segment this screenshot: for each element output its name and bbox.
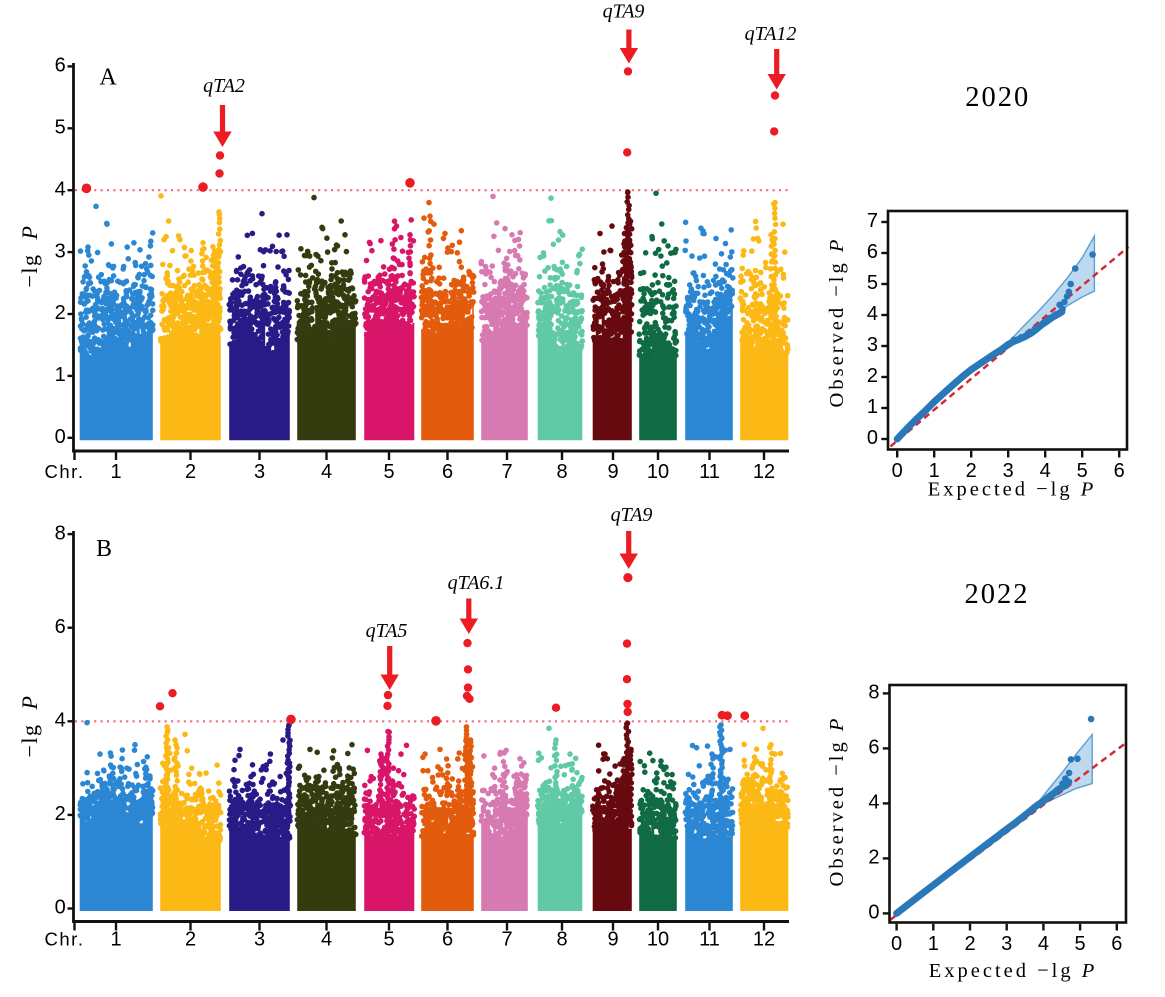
svg-text:2: 2 [185, 929, 196, 951]
svg-text:3: 3 [254, 461, 265, 483]
svg-text:3: 3 [55, 240, 66, 262]
svg-text:3: 3 [1003, 460, 1014, 482]
svg-text:12: 12 [753, 461, 775, 483]
svg-text:Expected −lg P: Expected −lg P [928, 479, 1097, 501]
svg-text:3: 3 [867, 334, 878, 356]
svg-text:6: 6 [868, 737, 879, 759]
svg-text:5: 5 [383, 929, 394, 951]
svg-text:1: 1 [929, 460, 940, 482]
svg-text:8: 8 [868, 682, 879, 704]
svg-text:11: 11 [699, 461, 720, 483]
svg-text:0: 0 [892, 460, 903, 482]
svg-text:0: 0 [867, 427, 878, 449]
svg-text:0: 0 [55, 897, 66, 919]
svg-text:qTA9: qTA9 [603, 1, 645, 23]
svg-text:1: 1 [55, 364, 66, 386]
svg-text:Chr.: Chr. [45, 929, 85, 950]
svg-text:6: 6 [55, 55, 66, 77]
svg-text:2: 2 [964, 933, 975, 955]
svg-text:2: 2 [966, 460, 977, 482]
svg-text:8: 8 [55, 522, 66, 544]
svg-text:9: 9 [607, 929, 618, 951]
svg-text:3: 3 [1001, 933, 1012, 955]
svg-text:4: 4 [55, 710, 66, 732]
svg-text:1: 1 [110, 461, 121, 483]
svg-text:12: 12 [753, 929, 775, 951]
svg-text:−lg P: −lg P [17, 695, 42, 758]
svg-text:8: 8 [556, 929, 567, 951]
svg-text:4: 4 [55, 178, 66, 200]
svg-text:6: 6 [1111, 933, 1122, 955]
svg-text:−lg P: −lg P [17, 225, 42, 288]
svg-text:5: 5 [1075, 933, 1086, 955]
svg-text:4: 4 [867, 303, 878, 325]
svg-text:Observed −lg P: Observed −lg P [826, 716, 848, 887]
svg-text:2: 2 [185, 461, 196, 483]
svg-text:2: 2 [55, 302, 66, 324]
svg-text:1: 1 [110, 929, 121, 951]
svg-text:Observed −lg P: Observed −lg P [826, 237, 848, 408]
svg-text:qTA2: qTA2 [203, 75, 245, 97]
svg-text:2: 2 [868, 847, 879, 869]
svg-text:qTA6.1: qTA6.1 [448, 572, 505, 594]
svg-text:7: 7 [501, 461, 512, 483]
svg-text:4: 4 [1040, 460, 1051, 482]
svg-text:10: 10 [647, 929, 669, 951]
svg-text:6: 6 [867, 241, 878, 263]
svg-text:B: B [96, 536, 112, 562]
svg-text:2020: 2020 [965, 82, 1030, 113]
svg-text:4: 4 [321, 929, 332, 951]
svg-text:3: 3 [254, 929, 265, 951]
svg-text:8: 8 [556, 461, 567, 483]
svg-text:A: A [99, 65, 117, 91]
svg-text:Chr.: Chr. [45, 461, 85, 482]
svg-text:5: 5 [867, 272, 878, 294]
svg-text:6: 6 [442, 929, 453, 951]
svg-text:1: 1 [928, 933, 939, 955]
svg-text:11: 11 [699, 929, 720, 951]
svg-text:0: 0 [891, 933, 902, 955]
svg-text:Expected −lg P: Expected −lg P [929, 960, 1098, 982]
svg-text:0: 0 [55, 426, 66, 448]
svg-text:2: 2 [867, 365, 878, 387]
svg-text:10: 10 [647, 461, 669, 483]
svg-text:1: 1 [867, 396, 878, 418]
svg-text:7: 7 [501, 929, 512, 951]
svg-text:7: 7 [867, 210, 878, 232]
svg-text:5: 5 [55, 117, 66, 139]
svg-text:4: 4 [321, 461, 332, 483]
svg-text:6: 6 [1114, 460, 1125, 482]
svg-text:6: 6 [55, 616, 66, 638]
svg-text:5: 5 [1077, 460, 1088, 482]
svg-text:0: 0 [868, 902, 879, 924]
svg-text:4: 4 [1038, 933, 1049, 955]
svg-text:2022: 2022 [965, 579, 1030, 610]
svg-text:9: 9 [607, 461, 618, 483]
svg-text:5: 5 [383, 461, 394, 483]
svg-text:qTA5: qTA5 [366, 620, 408, 642]
svg-text:qTA9: qTA9 [611, 504, 653, 526]
svg-text:2: 2 [55, 803, 66, 825]
svg-text:4: 4 [868, 792, 879, 814]
svg-text:6: 6 [442, 461, 453, 483]
svg-text:qTA12: qTA12 [745, 23, 797, 45]
